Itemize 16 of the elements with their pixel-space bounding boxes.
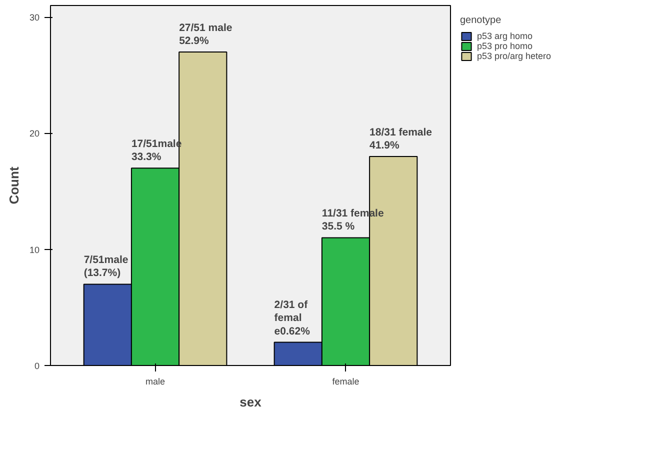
legend-label: p53 pro homo [477, 41, 533, 51]
y-axis-title: Count [6, 166, 22, 204]
x-tick-label: male [146, 376, 166, 386]
data-label: 27/51 male 52.9% [179, 22, 232, 47]
data-label: 7/51male (13.7%) [84, 254, 128, 280]
x-tick-label: female [332, 376, 360, 386]
y-tick-label: 10 [29, 244, 40, 255]
data-label: 18/31 female 41.9% [370, 126, 432, 152]
data-label: 2/31 of femal e0.62% [274, 298, 311, 338]
x-axis-title: sex [240, 394, 262, 410]
legend-title: genotype [460, 15, 502, 26]
y-tick-label: 0 [34, 361, 40, 371]
legend-label: p53 arg homo [477, 31, 533, 41]
y-tick-label: 30 [29, 12, 40, 23]
legend-label: p53 pro/arg hetero [477, 51, 552, 61]
y-tick-label: 20 [29, 128, 40, 139]
